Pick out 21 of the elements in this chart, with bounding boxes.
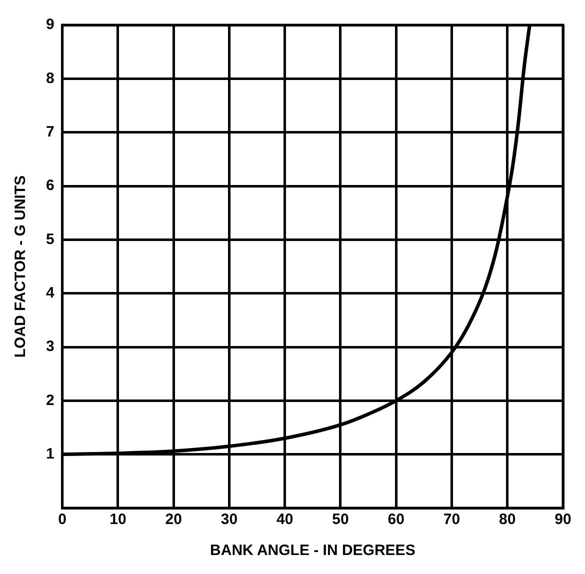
x-tick-label: 60 <box>388 511 404 528</box>
y-tick-label: 9 <box>46 16 54 34</box>
x-tick-label: 40 <box>276 511 294 528</box>
y-tick-label: 1 <box>46 445 54 462</box>
y-tick-label: 5 <box>46 230 54 248</box>
y-tick-label: 4 <box>46 284 55 302</box>
x-tick-label: 20 <box>165 511 182 528</box>
y-tick-label: 6 <box>46 177 54 194</box>
y-axis-title: LOAD FACTOR - G UNITS <box>12 175 30 358</box>
y-tick-label: 8 <box>46 70 54 87</box>
x-axis-title: BANK ANGLE - IN DEGREES <box>210 542 416 560</box>
x-tick-label: 70 <box>443 511 460 528</box>
x-tick-label: 50 <box>332 511 349 528</box>
x-tick-label: 0 <box>58 511 67 528</box>
y-tick-label: 2 <box>46 392 54 409</box>
x-tick-label: 90 <box>554 511 572 528</box>
y-tick-label: 3 <box>46 338 54 356</box>
x-tick-label: 30 <box>220 511 238 528</box>
x-tick-label: 80 <box>499 511 516 528</box>
x-tick-label: 10 <box>110 511 126 528</box>
y-tick-label: 7 <box>46 123 54 140</box>
